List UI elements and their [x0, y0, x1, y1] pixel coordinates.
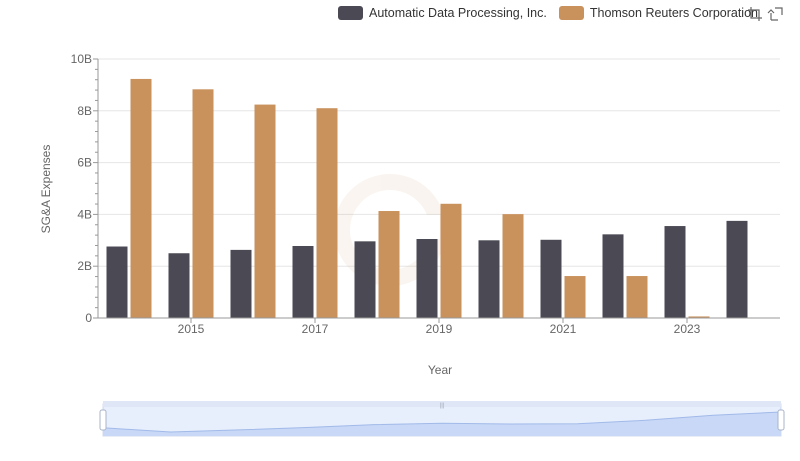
data-zoom-window[interactable]	[103, 404, 781, 436]
bar-adp-2024[interactable]	[726, 220, 748, 318]
legend-label-thomson-reuters: Thomson Reuters Corporation	[589, 6, 758, 20]
data-zoom-handle-left[interactable]	[99, 409, 107, 431]
bar-thomson-reuters-2023[interactable]	[688, 316, 710, 318]
bar-thomson-reuters-2020[interactable]	[502, 214, 524, 318]
bar-adp-2018[interactable]	[354, 241, 376, 318]
x-tick-label: 2023	[674, 322, 701, 336]
legend-swatch-adp	[338, 6, 363, 20]
legend-label-adp: Automatic Data Processing, Inc.	[369, 6, 547, 20]
data-zoom-drag-bar[interactable]	[103, 401, 781, 407]
restore-icon[interactable]	[767, 5, 785, 23]
axes: 0 2B 4B 6B 8B 10B 2015 2017 2019 2021 2023	[71, 52, 780, 336]
zoom-icon[interactable]	[746, 5, 764, 23]
y-axis-label: SG&A Expenses	[39, 145, 53, 234]
legend-item-thomson-reuters[interactable]: Thomson Reuters Corporation	[558, 6, 758, 20]
data-zoom-handle-right[interactable]	[777, 409, 785, 431]
y-tick-label: 4B	[77, 207, 92, 221]
y-tick-label: 2B	[77, 259, 92, 273]
legend-item-adp[interactable]: Automatic Data Processing, Inc.	[338, 6, 547, 20]
x-axis-label: Year	[428, 363, 452, 377]
legend: Automatic Data Processing, Inc. Thomson …	[338, 4, 770, 22]
bar-thomson-reuters-2016[interactable]	[254, 104, 276, 318]
bar-thomson-reuters-2021[interactable]	[564, 276, 586, 318]
data-zoom-preview-area	[103, 412, 781, 436]
y-tick-label: 8B	[77, 104, 92, 118]
chart-toolbar	[746, 5, 788, 23]
y-tick-label: 10B	[71, 52, 92, 66]
bar-adp-2020[interactable]	[478, 240, 500, 318]
y-tick-label: 6B	[77, 156, 92, 170]
bar-thomson-reuters-2022[interactable]	[626, 276, 648, 318]
x-tick-label: 2021	[550, 322, 577, 336]
bar-adp-2016[interactable]	[230, 249, 252, 318]
data-zoom-slider[interactable]: |||	[99, 401, 785, 437]
y-tick-label: 0	[85, 311, 92, 325]
data-zoom-preview-line	[102, 411, 782, 433]
x-tick-label: 2015	[178, 322, 205, 336]
bar-adp-2019[interactable]	[416, 239, 438, 318]
legend-swatch-thomson-reuters	[558, 6, 584, 20]
bars	[106, 78, 748, 319]
bar-adp-2017[interactable]	[292, 245, 314, 318]
x-tick-label: 2017	[302, 322, 329, 336]
bar-adp-2023[interactable]	[664, 226, 686, 318]
bar-thomson-reuters-2017[interactable]	[316, 108, 338, 319]
bar-thomson-reuters-2014[interactable]	[130, 78, 152, 319]
x-tick-label: 2019	[426, 322, 453, 336]
bar-adp-2022[interactable]	[602, 234, 624, 318]
bar-thomson-reuters-2015[interactable]	[192, 89, 214, 318]
bar-thomson-reuters-2018[interactable]	[378, 211, 400, 318]
data-zoom-grip-icon: |||	[440, 403, 445, 409]
bar-thomson-reuters-2019[interactable]	[440, 203, 462, 318]
bar-adp-2014[interactable]	[106, 246, 128, 318]
bar-adp-2015[interactable]	[168, 253, 190, 318]
bar-adp-2021[interactable]	[540, 239, 562, 318]
